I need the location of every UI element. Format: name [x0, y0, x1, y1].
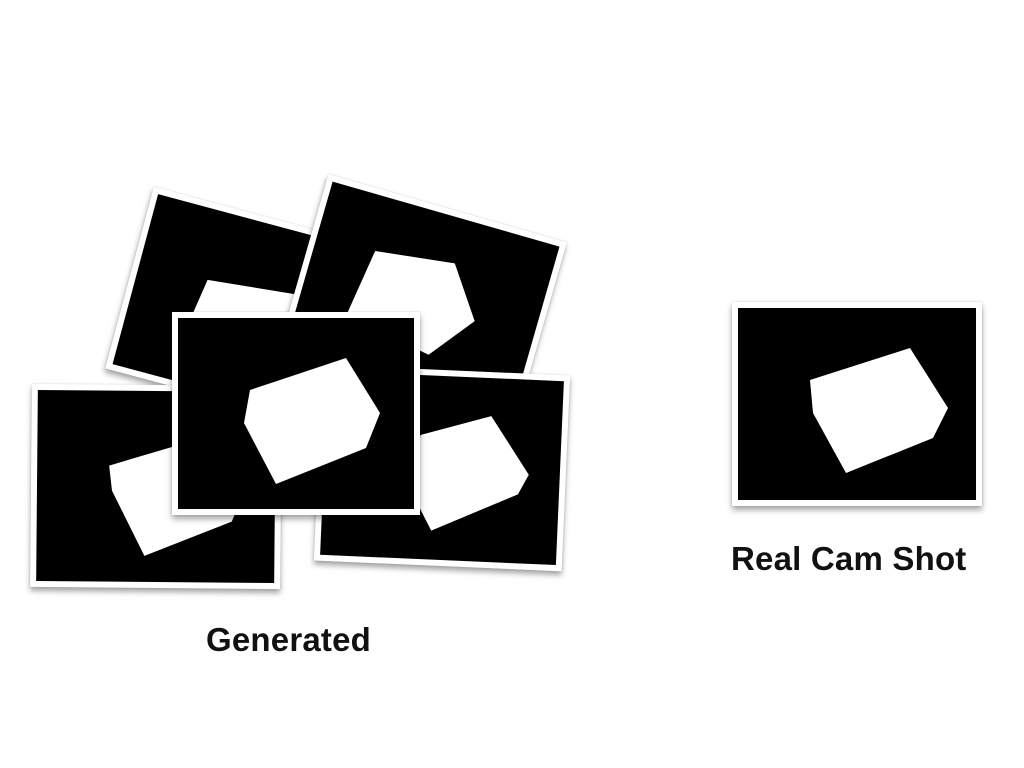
photo-image	[320, 370, 564, 566]
box-object	[412, 416, 529, 531]
box-object	[810, 348, 948, 473]
photo-image	[738, 308, 976, 500]
real-cam-shot-caption: Real Cam Shot	[731, 540, 967, 577]
photo-image	[178, 318, 414, 509]
generated-caption: Generated	[206, 621, 372, 658]
real-cam-photo	[732, 302, 982, 506]
generated-photo-5	[172, 312, 420, 515]
generated-photo-4	[313, 364, 571, 572]
box-object	[244, 358, 380, 484]
